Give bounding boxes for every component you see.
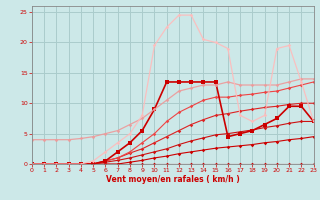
X-axis label: Vent moyen/en rafales ( km/h ): Vent moyen/en rafales ( km/h ) <box>106 175 240 184</box>
